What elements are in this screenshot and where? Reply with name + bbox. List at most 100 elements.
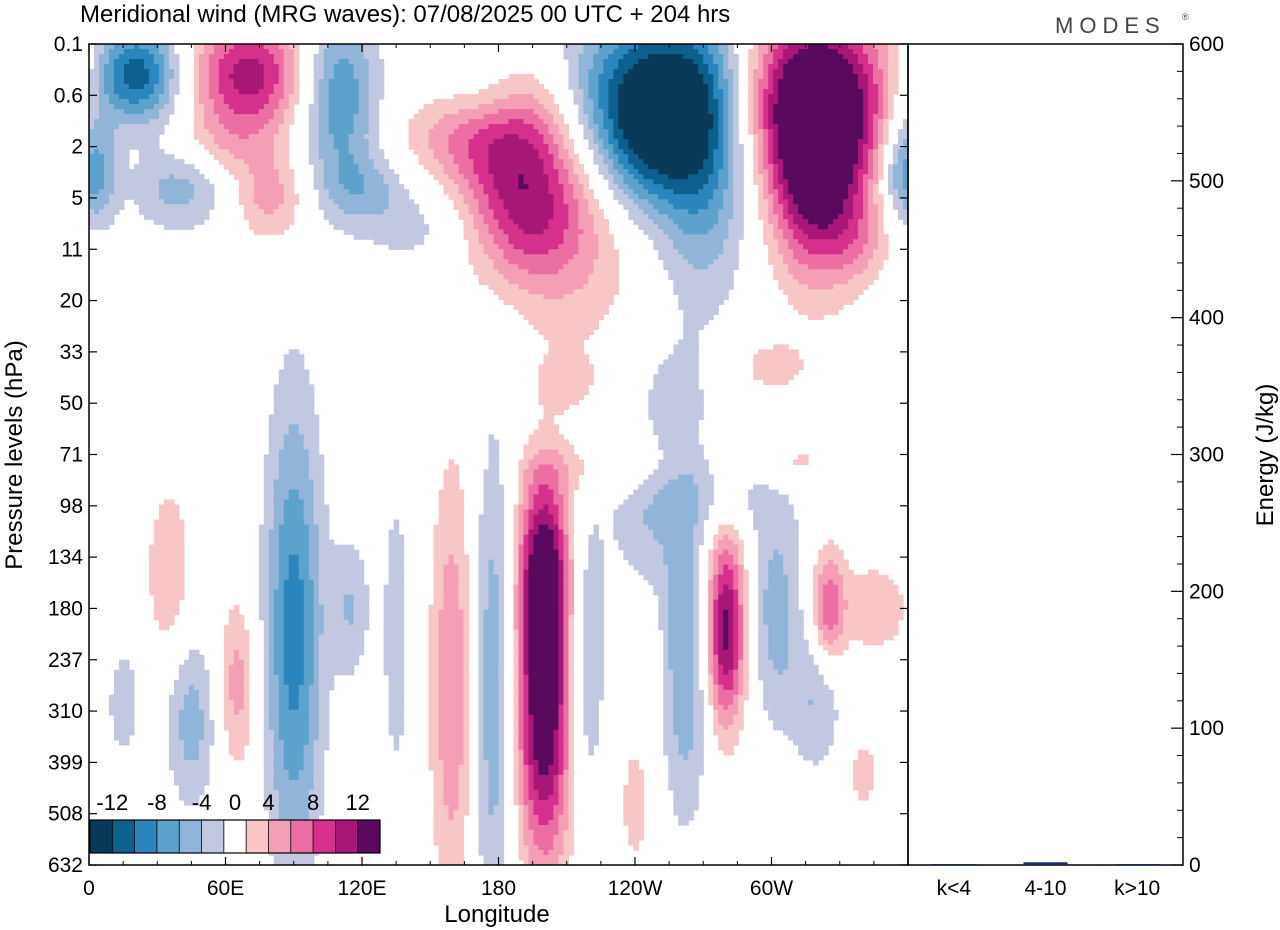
contour-cell bbox=[863, 639, 884, 646]
contour-cell bbox=[278, 814, 310, 821]
contour-cell bbox=[568, 634, 574, 641]
contour-cell bbox=[718, 79, 729, 85]
contour-cell bbox=[728, 59, 739, 65]
contour-cell bbox=[743, 594, 749, 601]
contour-cell bbox=[758, 554, 774, 561]
contour-cell bbox=[498, 604, 505, 611]
contour-cell bbox=[733, 134, 739, 140]
contour-cell bbox=[898, 154, 908, 160]
contour-cell bbox=[843, 614, 904, 621]
contour-cell bbox=[768, 634, 789, 641]
contour-cell bbox=[773, 154, 779, 160]
contour-cell bbox=[148, 74, 160, 80]
contour-cell bbox=[323, 609, 345, 616]
contour-cell bbox=[898, 159, 904, 165]
contour-cell bbox=[753, 139, 759, 145]
contour-cell bbox=[113, 724, 135, 731]
contour-cell bbox=[563, 44, 584, 50]
contour-cell bbox=[518, 484, 525, 491]
contour-cell bbox=[768, 119, 774, 125]
contour-cell bbox=[593, 529, 599, 536]
contour-cell bbox=[89, 94, 100, 100]
contour-cell bbox=[268, 704, 280, 711]
contour-cell bbox=[763, 694, 834, 701]
contour-cell bbox=[868, 129, 874, 135]
contour-cell bbox=[523, 759, 530, 766]
contour-cell bbox=[273, 654, 285, 661]
contour-cell bbox=[613, 69, 629, 75]
contour-cell bbox=[633, 199, 649, 205]
contour-cell bbox=[383, 594, 405, 601]
contour-cell bbox=[218, 114, 275, 120]
contour-cell bbox=[858, 139, 869, 145]
contour-cell bbox=[303, 504, 315, 511]
contour-cell bbox=[623, 549, 664, 556]
contour-cell bbox=[693, 614, 699, 621]
contour-cell bbox=[568, 654, 574, 661]
contour-cell bbox=[148, 559, 185, 566]
contour-cell bbox=[433, 564, 445, 571]
contour-cell bbox=[728, 114, 734, 120]
contour-cell bbox=[788, 594, 799, 601]
contour-cell bbox=[623, 794, 644, 801]
contour-cell bbox=[498, 189, 550, 195]
contour-cell bbox=[723, 239, 739, 245]
contour-cell bbox=[523, 509, 530, 516]
contour-cell bbox=[668, 634, 694, 641]
contour-cell bbox=[733, 584, 739, 591]
contour-cell bbox=[218, 64, 235, 70]
contour-cell bbox=[853, 274, 879, 280]
contour-cell bbox=[713, 594, 719, 601]
contour-cell bbox=[583, 599, 604, 606]
contour-cell bbox=[673, 289, 729, 295]
contour-cell bbox=[558, 789, 565, 796]
contour-cell bbox=[708, 639, 714, 646]
contour-cell bbox=[788, 644, 809, 651]
contour-cell bbox=[528, 709, 560, 716]
contour-cell bbox=[478, 274, 505, 280]
contour-cell bbox=[318, 204, 340, 210]
contour-cell bbox=[268, 599, 275, 606]
contour-cell bbox=[183, 744, 200, 751]
contour-cell bbox=[568, 804, 574, 811]
contour-cell bbox=[678, 814, 694, 821]
contour-cell bbox=[268, 714, 280, 721]
contour-cell bbox=[483, 184, 495, 190]
contour-cell bbox=[283, 109, 295, 115]
contour-cell bbox=[443, 164, 460, 170]
y-tick-label: 50 bbox=[60, 392, 83, 415]
contour-cell bbox=[558, 584, 565, 591]
contour-cell bbox=[223, 164, 250, 170]
contour-cell bbox=[238, 709, 250, 716]
contour-cell bbox=[743, 604, 749, 611]
contour-cell bbox=[168, 99, 175, 105]
contour-cell bbox=[638, 154, 709, 160]
contour-cell bbox=[523, 494, 530, 501]
contour-cell bbox=[838, 584, 844, 591]
contour-cell bbox=[653, 219, 674, 225]
contour-cell bbox=[503, 274, 589, 280]
contour-cell bbox=[273, 599, 285, 606]
contour-cell bbox=[323, 164, 340, 170]
contour-cell bbox=[518, 534, 525, 541]
contour-cell bbox=[388, 679, 405, 686]
contour-cell bbox=[308, 574, 320, 581]
contour-cell bbox=[728, 704, 739, 711]
contour-cell bbox=[448, 459, 455, 466]
contour-cell bbox=[558, 154, 570, 160]
contour-cell bbox=[283, 184, 295, 190]
contour-cell bbox=[783, 209, 789, 215]
contour-cell bbox=[263, 734, 275, 741]
contour-cell bbox=[563, 794, 570, 801]
contour-cell bbox=[273, 664, 285, 671]
contour-cell bbox=[898, 194, 908, 200]
contour-cell bbox=[733, 204, 744, 210]
contour-cell bbox=[178, 669, 210, 676]
contour-cell bbox=[563, 594, 570, 601]
contour-cell bbox=[388, 564, 405, 571]
energy-tick-label: 600 bbox=[1189, 33, 1224, 56]
contour-cell bbox=[533, 714, 560, 721]
contour-cell bbox=[873, 44, 889, 50]
contour-cell bbox=[558, 674, 565, 681]
contour-cell bbox=[278, 539, 310, 546]
